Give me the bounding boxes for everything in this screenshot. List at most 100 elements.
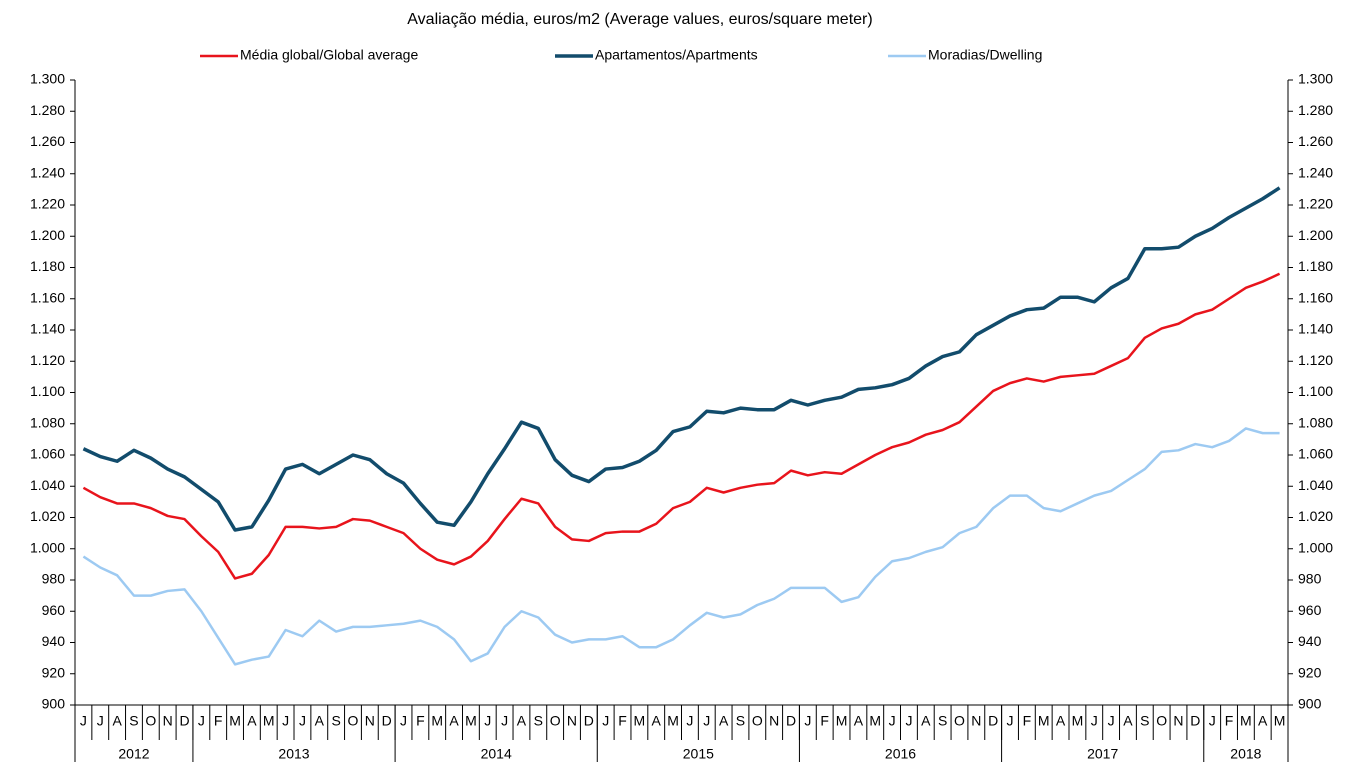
x-tick-label: D (1190, 713, 1200, 729)
x-tick-label: J (80, 713, 87, 729)
x-tick-label: F (618, 713, 627, 729)
x-tick-label: S (736, 713, 745, 729)
y-tick-label: 1.300 (30, 71, 65, 87)
x-tick-label: D (584, 713, 594, 729)
y-tick-label: 980 (42, 571, 66, 587)
x-tick-label: S (534, 713, 543, 729)
x-tick-label: M (465, 713, 477, 729)
y-tick-label: 1.000 (30, 539, 65, 555)
x-tick-label: N (567, 713, 577, 729)
x-group-label: 2016 (885, 746, 916, 762)
x-tick-label: J (400, 713, 407, 729)
x-tick-label: A (1258, 713, 1268, 729)
series-line (82, 186, 1281, 532)
x-tick-label: D (179, 713, 189, 729)
x-tick-label: J (282, 713, 289, 729)
x-tick-label: M (1240, 713, 1252, 729)
x-tick-label: M (1072, 713, 1084, 729)
x-tick-label: F (1225, 713, 1234, 729)
x-tick-label: A (247, 713, 257, 729)
y2-tick-label: 1.280 (1298, 102, 1333, 118)
x-tick-label: A (517, 713, 527, 729)
y2-tick-label: 940 (1298, 633, 1322, 649)
y2-tick-label: 1.220 (1298, 196, 1333, 212)
x-tick-label: J (501, 713, 508, 729)
y2-tick-label: 1.120 (1298, 352, 1333, 368)
y-tick-label: 1.200 (30, 227, 65, 243)
y2-tick-label: 1.080 (1298, 414, 1333, 430)
legend-label: Moradias/Dwelling (928, 47, 1042, 63)
x-tick-label: O (954, 713, 965, 729)
y2-tick-label: 920 (1298, 664, 1322, 680)
x-tick-label: F (820, 713, 829, 729)
x-tick-label: J (484, 713, 491, 729)
y-tick-label: 1.120 (30, 352, 65, 368)
y-tick-label: 1.140 (30, 321, 65, 337)
y2-tick-label: 1.180 (1298, 258, 1333, 274)
x-tick-label: M (634, 713, 646, 729)
x-tick-label: O (145, 713, 156, 729)
x-tick-label: J (1091, 713, 1098, 729)
y-tick-label: 1.280 (30, 102, 65, 118)
y2-tick-label: 1.160 (1298, 289, 1333, 305)
x-tick-label: N (163, 713, 173, 729)
x-tick-label: D (786, 713, 796, 729)
x-tick-label: N (365, 713, 375, 729)
y2-tick-label: 1.040 (1298, 477, 1333, 493)
x-tick-label: S (938, 713, 947, 729)
x-tick-label: J (299, 713, 306, 729)
y-tick-label: 1.220 (30, 196, 65, 212)
y-tick-label: 1.240 (30, 164, 65, 180)
x-tick-label: S (331, 713, 340, 729)
x-tick-label: M (229, 713, 241, 729)
x-tick-label: M (869, 713, 881, 729)
x-tick-label: J (686, 713, 693, 729)
y-tick-label: 940 (42, 633, 66, 649)
x-tick-label: J (1108, 713, 1115, 729)
y2-tick-label: 1.140 (1298, 321, 1333, 337)
x-group-label: 2012 (118, 746, 149, 762)
x-tick-label: F (214, 713, 223, 729)
y2-tick-label: 1.000 (1298, 539, 1333, 555)
x-tick-label: J (198, 713, 205, 729)
x-tick-label: N (971, 713, 981, 729)
y-tick-label: 960 (42, 602, 66, 618)
y2-tick-label: 1.240 (1298, 164, 1333, 180)
x-tick-label: M (263, 713, 275, 729)
y2-tick-label: 1.020 (1298, 508, 1333, 524)
y-tick-label: 900 (42, 696, 66, 712)
x-tick-label: M (667, 713, 679, 729)
x-tick-label: O (1156, 713, 1167, 729)
x-tick-label: O (752, 713, 763, 729)
x-tick-label: F (416, 713, 425, 729)
y-tick-label: 1.060 (30, 446, 65, 462)
y-tick-label: 920 (42, 664, 66, 680)
x-tick-label: D (382, 713, 392, 729)
x-tick-label: J (1007, 713, 1014, 729)
x-tick-label: A (652, 713, 662, 729)
y-tick-label: 1.180 (30, 258, 65, 274)
x-tick-label: J (703, 713, 710, 729)
x-tick-label: J (97, 713, 104, 729)
y2-tick-label: 1.060 (1298, 446, 1333, 462)
x-tick-label: F (1023, 713, 1032, 729)
x-group-label: 2014 (481, 746, 512, 762)
x-tick-label: A (921, 713, 931, 729)
x-tick-label: J (905, 713, 912, 729)
x-group-label: 2013 (278, 746, 309, 762)
chart-title: Avaliação média, euros/m2 (Average value… (407, 11, 872, 28)
x-tick-label: D (988, 713, 998, 729)
x-tick-label: A (315, 713, 325, 729)
x-tick-label: S (1140, 713, 1149, 729)
series-line (82, 427, 1280, 666)
x-tick-label: S (129, 713, 138, 729)
x-group-label: 2018 (1230, 746, 1261, 762)
series-line (82, 272, 1281, 580)
y2-tick-label: 900 (1298, 696, 1322, 712)
x-tick-label: J (602, 713, 609, 729)
x-tick-label: A (449, 713, 459, 729)
legend-label: Apartamentos/Apartments (595, 47, 758, 63)
y2-tick-label: 960 (1298, 602, 1322, 618)
